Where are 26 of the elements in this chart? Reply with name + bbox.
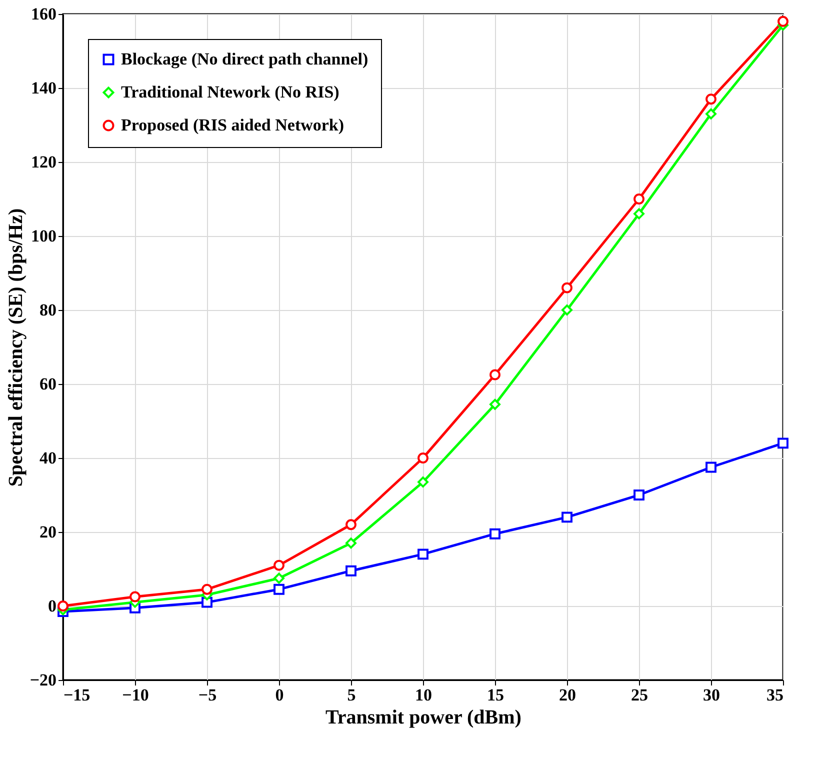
y-tick-label: 100 bbox=[31, 226, 56, 246]
y-axis-title: Spectral efficiency (SE) (bps/Hz) bbox=[4, 208, 27, 487]
y-tick-label: 120 bbox=[31, 152, 56, 172]
y-tick-label: 160 bbox=[31, 4, 56, 24]
x-tick-label: 0 bbox=[275, 686, 284, 704]
x-tick-label: 25 bbox=[631, 686, 648, 704]
legend-label: Blockage (No direct path channel) bbox=[121, 50, 368, 68]
legend-label: Proposed (RIS aided Network) bbox=[121, 116, 344, 134]
y-tick-label: 40 bbox=[40, 448, 56, 468]
y-tick-label: 140 bbox=[31, 78, 56, 98]
legend-label: Traditional Ntework (No RIS) bbox=[121, 82, 340, 102]
x-tick-label: 30 bbox=[703, 686, 720, 704]
x-tick-label: 35 bbox=[766, 686, 784, 704]
x-tick-label: 5 bbox=[347, 686, 356, 704]
x-tick-label: −15 bbox=[64, 686, 90, 704]
x-tick-label: 20 bbox=[559, 686, 576, 704]
x-axis-title: Transmit power (dBm) bbox=[326, 706, 522, 728]
y-tick-label: −20 bbox=[30, 670, 56, 690]
y-tick-label: 80 bbox=[40, 300, 56, 320]
y-tick-label: 0 bbox=[48, 596, 56, 616]
y-tick-label: 20 bbox=[40, 522, 56, 542]
x-tick-label: 15 bbox=[487, 686, 504, 704]
x-tick-label: 10 bbox=[415, 686, 432, 704]
x-tick-label: −5 bbox=[198, 686, 217, 704]
x-tick-label: −10 bbox=[122, 686, 149, 704]
y-tick-label: 60 bbox=[40, 374, 56, 394]
